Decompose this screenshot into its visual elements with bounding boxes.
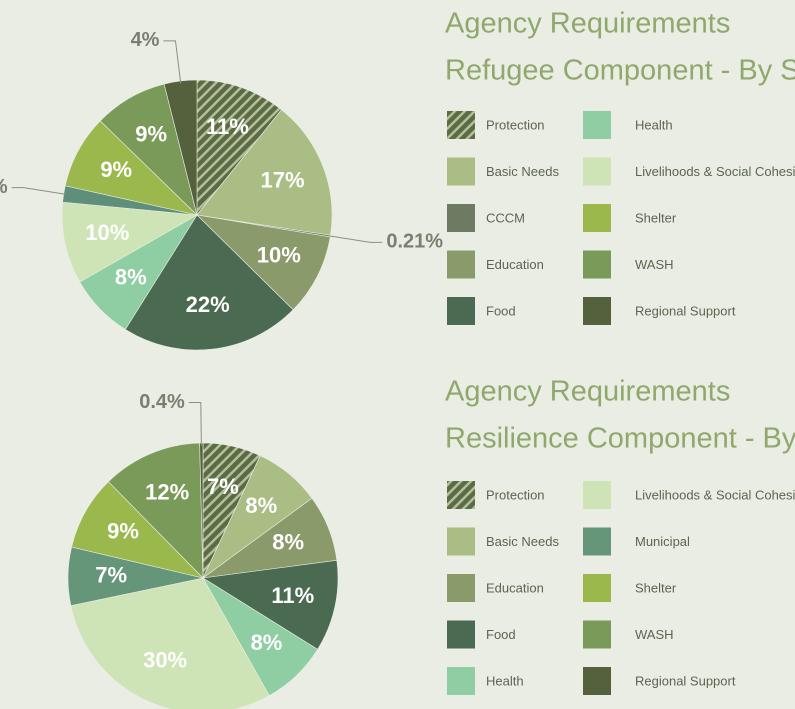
pie-slice bbox=[196, 109, 333, 236]
slice-label: 11% bbox=[206, 114, 249, 139]
pie-slice bbox=[202, 559, 339, 650]
legend-swatch bbox=[447, 204, 475, 232]
slice-label: 7% bbox=[95, 563, 127, 588]
legend-swatch bbox=[583, 250, 611, 279]
leader-line bbox=[11, 187, 67, 195]
legend-label: Shelter bbox=[635, 210, 677, 225]
slice-label: 8% bbox=[272, 530, 304, 555]
legend-label: Food bbox=[486, 303, 516, 318]
slice-label: 12% bbox=[145, 479, 189, 504]
legend-label: Food bbox=[486, 627, 516, 642]
legend-label: Protection bbox=[486, 487, 545, 502]
legend-label: Education bbox=[486, 257, 544, 272]
pie-slice bbox=[196, 214, 331, 311]
legend-swatch bbox=[447, 620, 475, 649]
leader-line bbox=[163, 40, 182, 84]
slice-label: 7% bbox=[207, 474, 239, 499]
legend-swatch bbox=[583, 667, 611, 695]
pie-slice bbox=[124, 214, 294, 351]
legend-swatch bbox=[583, 297, 611, 325]
legend-swatch bbox=[583, 527, 611, 556]
slice-label: 10% bbox=[257, 242, 301, 267]
legend-label: Regional Support bbox=[635, 303, 736, 318]
slice-label: 8% bbox=[251, 630, 283, 655]
slice-label: 9% bbox=[135, 121, 167, 146]
legend-label: Basic Needs bbox=[486, 164, 559, 179]
slice-label: 4% bbox=[131, 29, 160, 51]
chart-title: Agency Requirements bbox=[445, 8, 730, 40]
legend-swatch bbox=[583, 574, 611, 602]
slice-label: 0.21% bbox=[386, 231, 443, 253]
slice-label: 30% bbox=[143, 647, 187, 672]
slice-label: 9% bbox=[107, 519, 139, 544]
legend-swatch bbox=[447, 574, 475, 602]
chart-subtitle: Resilience Component - By Sector bbox=[445, 423, 795, 455]
legend-label: Basic Needs bbox=[486, 534, 559, 549]
legend-label: WASH bbox=[635, 627, 674, 642]
legend-swatch bbox=[447, 157, 475, 186]
slice-label: 11% bbox=[271, 583, 314, 608]
legend-label: Regional Support bbox=[635, 673, 736, 688]
legend-swatch bbox=[447, 481, 475, 509]
slice-label: 0.4% bbox=[139, 391, 185, 413]
legend-label: Shelter bbox=[635, 580, 677, 595]
leader-line bbox=[327, 235, 383, 243]
leader-line bbox=[188, 402, 202, 446]
legend-label: Health bbox=[635, 117, 673, 132]
legend-label: WASH bbox=[635, 257, 674, 272]
slice-label: 8% bbox=[115, 264, 147, 289]
legend-swatch bbox=[583, 157, 611, 186]
legend-label: Municipal bbox=[635, 534, 690, 549]
legend-label: Education bbox=[486, 580, 544, 595]
pie-slice bbox=[70, 577, 270, 709]
pie-slice bbox=[108, 442, 204, 579]
slice-label: 9% bbox=[100, 157, 132, 182]
legend-label: Health bbox=[486, 673, 524, 688]
legend-swatch bbox=[447, 250, 475, 279]
legend-swatch bbox=[447, 527, 475, 556]
legend-swatch bbox=[583, 620, 611, 649]
legend-swatch bbox=[583, 481, 611, 509]
slice-label: 10% bbox=[85, 220, 129, 245]
legend-label: Livelihoods & Social Cohesion bbox=[635, 487, 795, 502]
legend-swatch bbox=[447, 297, 475, 325]
legend-swatch bbox=[447, 667, 475, 695]
legend-label: Protection bbox=[486, 117, 545, 132]
slice-label: 22% bbox=[186, 292, 230, 317]
chart-title: Agency Requirements bbox=[445, 376, 730, 408]
pie-slice bbox=[196, 79, 282, 216]
pie-slice bbox=[61, 201, 198, 283]
legend-label: Livelihoods & Social Cohesion bbox=[635, 164, 795, 179]
slice-label: 17% bbox=[260, 167, 304, 192]
slice-label: 2% bbox=[0, 176, 8, 198]
legend-swatch bbox=[447, 111, 475, 139]
legend-label: CCCM bbox=[486, 210, 525, 225]
legend-swatch bbox=[583, 111, 611, 139]
slice-label: 8% bbox=[245, 493, 277, 518]
chart-subtitle: Refugee Component - By Sector bbox=[445, 55, 795, 87]
legend-swatch bbox=[583, 204, 611, 232]
